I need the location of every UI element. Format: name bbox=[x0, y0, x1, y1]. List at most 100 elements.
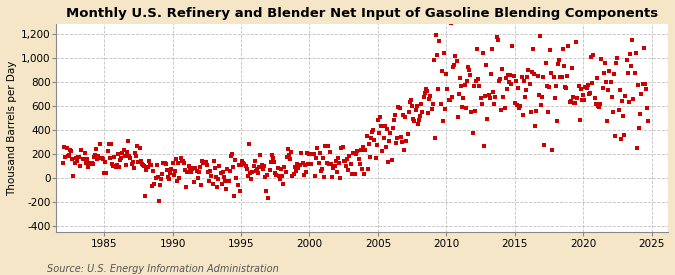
Point bbox=[303, 162, 314, 166]
Point bbox=[257, 167, 268, 171]
Point bbox=[532, 74, 543, 78]
Point bbox=[464, 68, 475, 73]
Point bbox=[381, 127, 392, 131]
Point bbox=[535, 103, 546, 108]
Point bbox=[223, 179, 234, 184]
Point bbox=[513, 86, 524, 90]
Point bbox=[634, 112, 645, 117]
Point bbox=[549, 95, 560, 100]
Point bbox=[495, 108, 506, 112]
Point bbox=[74, 155, 84, 159]
Point bbox=[643, 119, 653, 123]
Point bbox=[551, 119, 562, 123]
Point bbox=[368, 127, 379, 132]
Point bbox=[561, 86, 572, 90]
Point bbox=[288, 172, 299, 176]
Point bbox=[209, 159, 219, 164]
Point bbox=[140, 194, 151, 198]
Point bbox=[541, 84, 552, 89]
Point bbox=[261, 189, 271, 193]
Point bbox=[583, 83, 593, 87]
Point bbox=[91, 147, 102, 151]
Point bbox=[252, 171, 263, 175]
Point bbox=[252, 167, 263, 171]
Point bbox=[83, 165, 94, 169]
Point bbox=[87, 162, 98, 166]
Point bbox=[384, 139, 395, 144]
Point bbox=[239, 162, 250, 167]
Point bbox=[113, 164, 124, 169]
Point bbox=[410, 108, 421, 112]
Point bbox=[564, 100, 575, 104]
Point bbox=[583, 92, 594, 97]
Point bbox=[517, 113, 528, 117]
Point bbox=[59, 145, 70, 149]
Point bbox=[642, 105, 653, 110]
Point bbox=[237, 159, 248, 164]
Point bbox=[98, 157, 109, 161]
Point bbox=[308, 152, 319, 157]
Point bbox=[198, 161, 209, 165]
Point bbox=[431, 33, 441, 38]
Point bbox=[264, 168, 275, 173]
Point bbox=[313, 161, 324, 165]
Point bbox=[207, 182, 218, 186]
Point bbox=[128, 160, 138, 164]
Point bbox=[472, 47, 483, 51]
Point bbox=[540, 60, 551, 65]
Point bbox=[143, 159, 154, 163]
Point bbox=[442, 86, 453, 91]
Point bbox=[149, 182, 160, 186]
Point bbox=[507, 44, 518, 48]
Point bbox=[60, 155, 71, 159]
Y-axis label: Thousand Barrels per Day: Thousand Barrels per Day bbox=[7, 60, 17, 196]
Point bbox=[248, 164, 259, 169]
Point bbox=[459, 83, 470, 87]
Point bbox=[136, 162, 147, 167]
Point bbox=[131, 154, 142, 158]
Point bbox=[424, 97, 435, 101]
Point bbox=[543, 109, 554, 114]
Point bbox=[376, 124, 387, 128]
Point bbox=[197, 159, 208, 163]
Point bbox=[327, 174, 338, 179]
Point bbox=[482, 117, 493, 121]
Point bbox=[306, 152, 317, 156]
Point bbox=[171, 157, 182, 161]
Point bbox=[282, 147, 293, 151]
Point bbox=[497, 67, 508, 72]
Point bbox=[460, 106, 471, 110]
Point bbox=[576, 98, 587, 102]
Point bbox=[297, 161, 308, 165]
Point bbox=[579, 98, 590, 103]
Point bbox=[82, 156, 92, 161]
Point bbox=[637, 82, 648, 86]
Point bbox=[359, 171, 370, 176]
Point bbox=[194, 165, 205, 169]
Point bbox=[95, 142, 105, 146]
Point bbox=[555, 75, 566, 79]
Point bbox=[400, 114, 410, 119]
Point bbox=[161, 161, 171, 166]
Point bbox=[281, 155, 292, 159]
Point bbox=[462, 79, 472, 83]
Point bbox=[103, 142, 114, 146]
Point bbox=[156, 177, 167, 182]
Point bbox=[278, 182, 289, 186]
Point bbox=[130, 150, 140, 155]
Point bbox=[221, 187, 232, 191]
Point bbox=[510, 79, 521, 83]
Point bbox=[419, 90, 430, 95]
Point bbox=[242, 173, 253, 178]
Point bbox=[475, 96, 486, 100]
Point bbox=[591, 101, 601, 106]
Point bbox=[624, 100, 634, 104]
Point bbox=[369, 138, 380, 143]
Point bbox=[469, 109, 480, 113]
Point bbox=[95, 156, 106, 160]
Point bbox=[399, 148, 410, 152]
Point bbox=[199, 160, 210, 164]
Point bbox=[178, 159, 188, 163]
Point bbox=[535, 34, 545, 38]
Point bbox=[514, 106, 524, 110]
